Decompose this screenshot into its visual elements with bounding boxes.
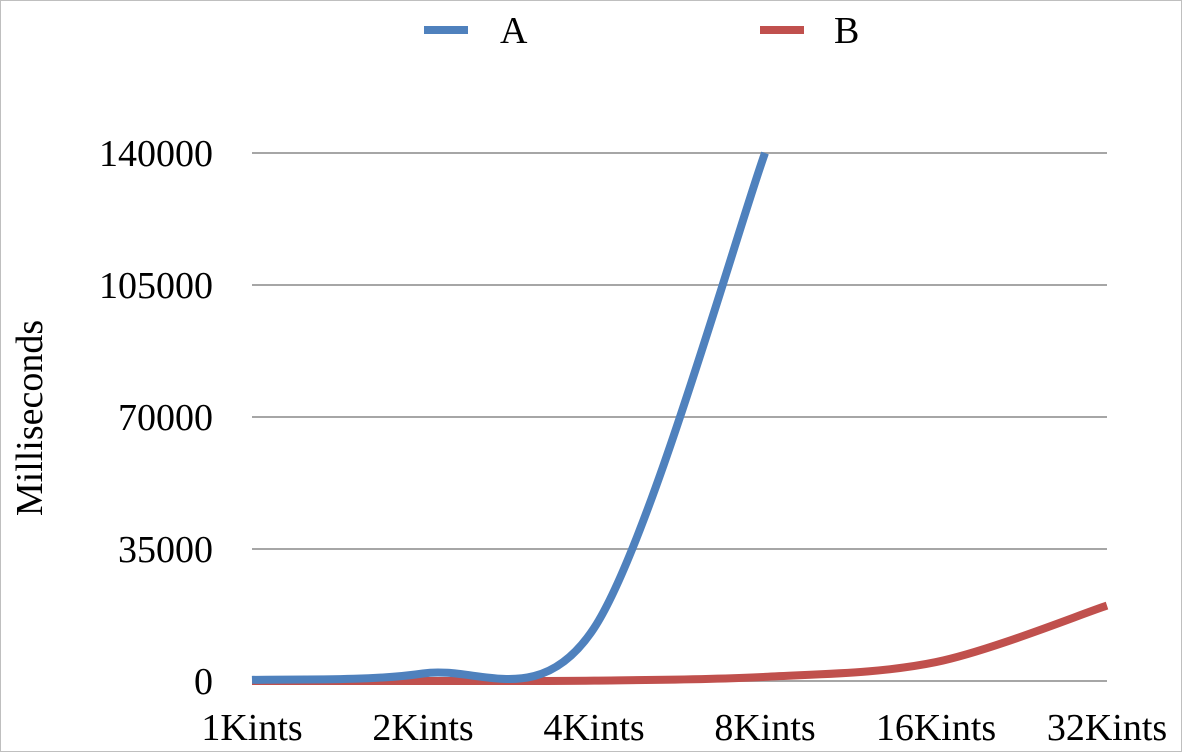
x-tick-label: 4Kints (543, 707, 644, 749)
y-tick-label: 140000 (99, 133, 213, 175)
y-tick-label: 70000 (118, 397, 213, 439)
y-tick-label: 0 (194, 661, 213, 703)
y-tick-label: 105000 (99, 265, 213, 307)
y-tick-label: 35000 (118, 529, 213, 571)
series-line-b (251, 601, 1109, 686)
x-tick-labels: 1Kints 2Kints 4Kints 8Kints 16Kints 32Kints (201, 707, 1167, 749)
y-axis-title: Milliseconds (9, 320, 51, 516)
legend-label-a: A (500, 10, 528, 52)
x-tick-label: 1Kints (201, 707, 302, 749)
x-tick-label: 32Kints (1047, 707, 1167, 749)
x-tick-label: 2Kints (372, 707, 473, 749)
series-lines (251, 151, 1109, 686)
x-tick-label: 16Kints (876, 707, 996, 749)
x-tick-label: 8Kints (714, 707, 815, 749)
y-tick-labels: 0 35000 70000 105000 140000 (99, 133, 213, 703)
series-line-a (251, 151, 769, 684)
legend-label-b: B (834, 10, 859, 52)
